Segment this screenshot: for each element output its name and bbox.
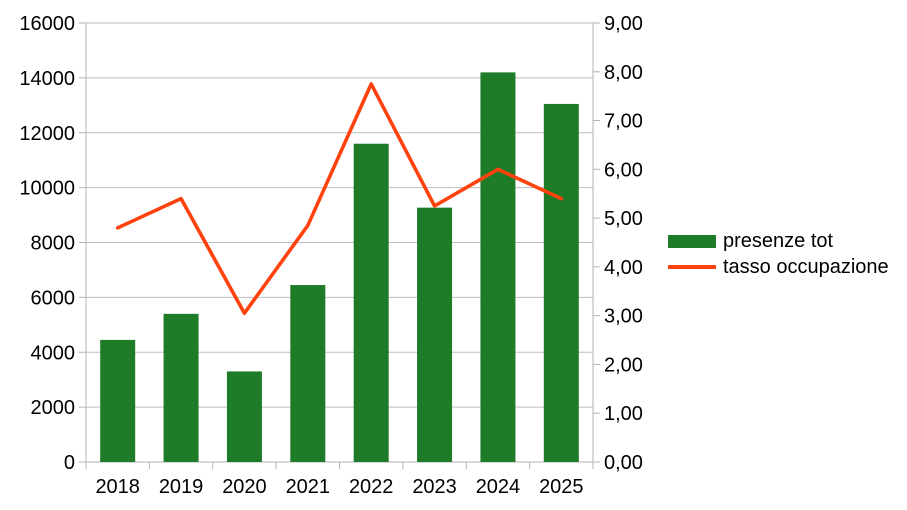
bar-2019 (163, 313, 199, 462)
left-axis-label-10000: 10000 (19, 178, 75, 200)
legend-label-tasso-occupazione: tasso occupazione (723, 256, 889, 278)
bar-2025 (543, 103, 579, 463)
right-axis-label-3,00: 3,00 (604, 306, 643, 328)
bar-2023 (417, 207, 453, 462)
x-axis-label-2020: 2020 (222, 476, 267, 498)
x-axis-label-2022: 2022 (349, 476, 394, 498)
x-axis-label-2025: 2025 (539, 476, 584, 498)
left-axis-label-8000: 8000 (31, 233, 76, 255)
bar-2020 (226, 371, 262, 462)
bar-2018 (100, 339, 136, 462)
x-axis-label-2023: 2023 (412, 476, 457, 498)
line-series-swatch-icon (668, 265, 716, 269)
legend-label-presenze-tot: presenze tot (723, 230, 834, 252)
x-axis-label-2019: 2019 (159, 476, 204, 498)
bar-2022 (353, 143, 389, 462)
right-axis-label-5,00: 5,00 (604, 208, 643, 230)
left-axis-label-14000: 14000 (19, 68, 75, 90)
line-series (115, 82, 564, 316)
right-axis-label-4,00: 4,00 (604, 257, 643, 279)
left-axis-label-16000: 16000 (19, 13, 75, 35)
right-axis-label-1,00: 1,00 (604, 403, 643, 425)
left-axis-label-12000: 12000 (19, 123, 75, 145)
left-axis-label-4000: 4000 (31, 342, 76, 364)
legend: presenze tot tasso occupazione (668, 228, 889, 280)
bar-2024 (480, 72, 516, 462)
right-axis-label-6,00: 6,00 (604, 159, 643, 181)
left-axis-label-2000: 2000 (31, 397, 76, 419)
bar-2021 (290, 285, 326, 462)
right-axis-label-0,00: 0,00 (604, 452, 643, 474)
left-axis-label-0: 0 (64, 452, 75, 474)
x-axis-label-2021: 2021 (286, 476, 331, 498)
left-axis-label-6000: 6000 (31, 287, 76, 309)
right-axis-label-2,00: 2,00 (604, 354, 643, 376)
right-axis-label-9,00: 9,00 (604, 13, 643, 35)
x-axis-label-2024: 2024 (476, 476, 521, 498)
x-axis-label-2018: 2018 (95, 476, 140, 498)
legend-item-presenze-tot: presenze tot (668, 228, 889, 254)
bar-series-swatch-icon (668, 234, 716, 248)
legend-item-tasso-occupazione: tasso occupazione (668, 254, 889, 280)
right-axis-label-8,00: 8,00 (604, 62, 643, 84)
right-axis-label-7,00: 7,00 (604, 111, 643, 133)
